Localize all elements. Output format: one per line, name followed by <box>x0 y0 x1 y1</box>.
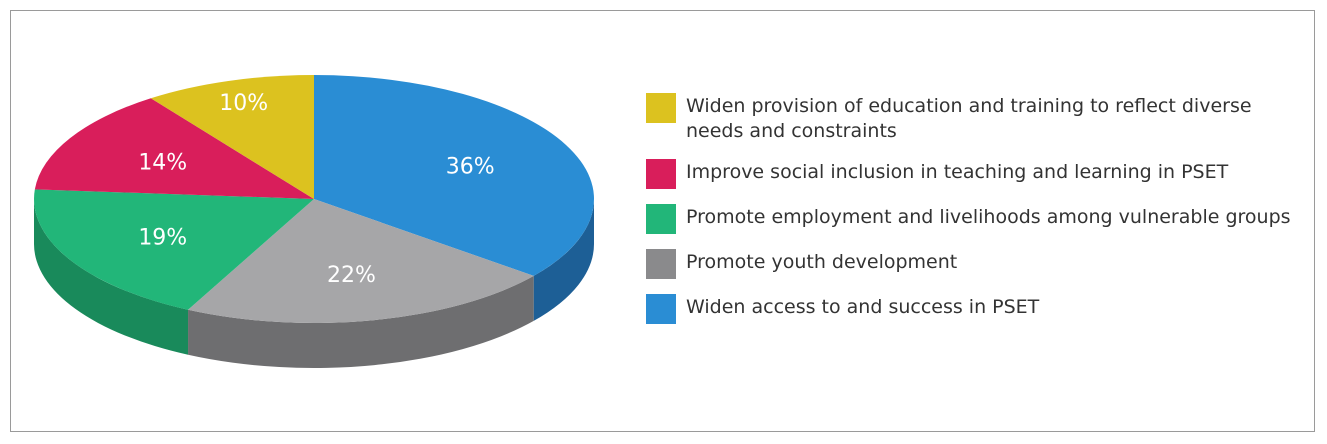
chart-frame: 36% 22% 19% 14% 10% Widen provision of educa… <box>10 10 1315 432</box>
legend-item: Improve social inclusion in teaching and… <box>646 159 1306 189</box>
legend-swatch <box>646 204 676 234</box>
legend-item: Widen access to and success in PSET <box>646 294 1306 324</box>
legend-swatch <box>646 93 676 123</box>
legend-item: Promote youth development <box>646 249 1306 279</box>
legend-item: Promote employment and livelihoods among… <box>646 204 1306 234</box>
pie-slice-1 <box>188 199 534 324</box>
legend-swatch <box>646 294 676 324</box>
pie-side-1 <box>188 275 534 369</box>
pie-chart: 36% 22% 19% 14% 10% <box>34 75 594 369</box>
pie-slice-0 <box>314 75 594 276</box>
legend-label: Promote employment and livelihoods among… <box>686 206 1291 228</box>
legend-label: Improve social inclusion in teaching and… <box>686 161 1229 183</box>
legend: Widen provision of education and trainin… <box>646 93 1306 339</box>
legend-swatch <box>646 249 676 279</box>
pie-label-2: 19% <box>138 226 187 251</box>
legend-swatch <box>646 159 676 189</box>
legend-label: Widen provision of education and trainin… <box>686 95 1252 142</box>
legend-label: Promote youth development <box>686 251 958 273</box>
pie-slice-2 <box>34 189 315 310</box>
pie-side-0 <box>533 199 594 321</box>
pie-label-3: 14% <box>138 150 187 175</box>
pie-label-0: 36% <box>446 154 495 179</box>
pie-slice-4 <box>150 75 314 199</box>
legend-label: Widen access to and success in PSET <box>686 296 1040 318</box>
pie-label-4: 10% <box>219 91 268 116</box>
pie-side-2 <box>34 199 189 355</box>
legend-item: Widen provision of education and trainin… <box>646 93 1306 144</box>
pie-slice-3 <box>34 98 315 199</box>
pie-label-1: 22% <box>327 263 376 288</box>
